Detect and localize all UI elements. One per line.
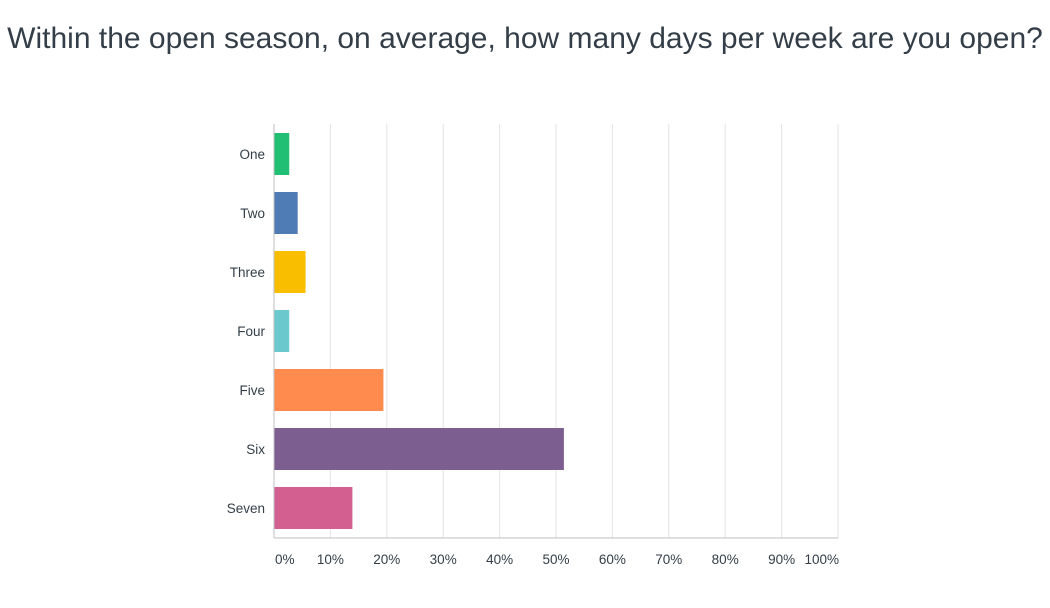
category-label-one: One <box>239 147 265 162</box>
x-tick-label: 90% <box>768 552 795 567</box>
x-tick-label: 40% <box>486 552 513 567</box>
gridlines <box>329 124 839 538</box>
x-tick-label: 80% <box>712 552 739 567</box>
x-tick-label: 20% <box>373 552 400 567</box>
x-tick-label: 30% <box>430 552 457 567</box>
category-label-five: Five <box>239 383 265 398</box>
bar-seven <box>274 487 353 529</box>
category-labels: One Two Three Four Five Six Seven <box>227 147 266 516</box>
x-tick-label: 70% <box>655 552 682 567</box>
x-tick-label: 50% <box>542 552 569 567</box>
x-tick-label: 60% <box>599 552 626 567</box>
chart-title: Within the open season, on average, how … <box>7 22 1043 55</box>
category-label-three: Three <box>230 265 265 280</box>
category-label-two: Two <box>240 206 265 221</box>
x-tick-labels: 0% 10% 20% 30% 40% 50% 60% 70% 80% 90% 100% <box>275 552 839 567</box>
bar-four <box>274 310 290 352</box>
bar-five <box>274 369 384 411</box>
bar-two <box>274 192 298 234</box>
x-tick-label: 10% <box>317 552 344 567</box>
bar-six <box>274 428 564 470</box>
category-label-four: Four <box>237 324 265 339</box>
bar-three <box>274 251 306 293</box>
category-label-seven: Seven <box>227 501 265 516</box>
x-tick-label: 100% <box>804 552 839 567</box>
x-tick-label: 0% <box>275 552 295 567</box>
category-label-six: Six <box>246 442 265 457</box>
bar-one <box>274 133 290 175</box>
bars <box>274 133 564 529</box>
